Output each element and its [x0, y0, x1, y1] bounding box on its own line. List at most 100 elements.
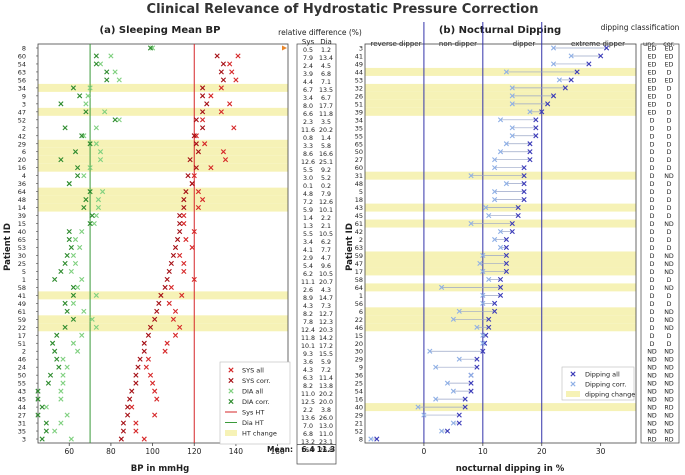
- patient-id-label: 6: [359, 308, 363, 316]
- rel-diff-sys: 7.2: [303, 199, 313, 206]
- rel-diff-dia: 20.3: [319, 327, 333, 334]
- sys-all-point: [181, 212, 187, 219]
- patient-id-label: 39: [18, 212, 26, 220]
- class-unc-label: D: [650, 117, 655, 124]
- rel-diff-sys: 3.3: [303, 143, 313, 150]
- rel-diff-sys: 1.3: [303, 223, 313, 230]
- patient-id-label: 17: [18, 332, 26, 340]
- class-cor-label: ND: [664, 317, 674, 324]
- sys-all-point: [208, 165, 214, 171]
- dipping-corr-point: [438, 284, 445, 290]
- sys-corr-point: [199, 93, 206, 99]
- dipping-corr-point: [450, 316, 456, 322]
- legend-marker: [228, 367, 234, 373]
- dipping-all-point: [521, 181, 527, 187]
- sys-corr-point: [124, 404, 131, 410]
- patient-id-label: 24: [18, 364, 26, 372]
- dipping-highlight-band: [365, 323, 636, 332]
- rel-diff-sys: 3.6: [303, 359, 313, 366]
- dipping-corr-point: [480, 340, 486, 346]
- x-tick-label: 80: [106, 447, 116, 456]
- class-unc-label: D: [650, 317, 655, 324]
- dipping-corr-point: [550, 45, 557, 51]
- sys-corr-point: [177, 220, 183, 227]
- sys-corr-point: [124, 412, 131, 418]
- dipping-all-point: [482, 340, 488, 346]
- sys-corr-point: [166, 268, 172, 275]
- class-cor-label: D: [667, 85, 672, 92]
- dia-all-point: [116, 117, 122, 123]
- dipping-corr-point: [492, 189, 498, 195]
- legend-label: DIA corr.: [242, 398, 270, 406]
- dipping-all-point: [603, 45, 610, 51]
- dipping-all-point: [550, 93, 557, 99]
- class-unc-label: ND: [647, 429, 657, 436]
- dipping-corr-point: [480, 252, 486, 259]
- class-unc-label: ND: [647, 381, 657, 388]
- dia-corr-point: [52, 276, 58, 282]
- sys-corr-point: [183, 189, 189, 195]
- sys-all-point: [195, 205, 202, 211]
- dia-all-point: [85, 93, 91, 99]
- sys-corr-point: [152, 316, 158, 322]
- sys-all-point: [229, 69, 235, 75]
- rel-diff-dia: 6.8: [321, 71, 331, 78]
- panel-a-xlabel: BP in mmHg: [131, 464, 190, 474]
- class-cor-label: ND: [664, 365, 674, 372]
- patient-id-label: 1: [359, 292, 363, 300]
- patient-id-label: 60: [355, 164, 363, 172]
- dipping-corr-point: [509, 101, 515, 107]
- class-cor-label: ED: [665, 53, 674, 60]
- patient-id-label: 49: [18, 300, 26, 308]
- dipping-corr-point: [483, 205, 489, 211]
- x-tick-label: 30: [596, 447, 606, 456]
- dipping-corr-point: [492, 157, 498, 163]
- class-cor-label: D: [667, 189, 672, 196]
- dipping-all-point: [503, 252, 509, 259]
- patient-id-label: 56: [355, 300, 363, 308]
- patient-id-label: 8: [359, 436, 363, 444]
- rel-diff-dia: 5.2: [321, 175, 331, 182]
- patient-id-label: 50: [18, 372, 26, 380]
- sys-corr-point: [129, 388, 135, 394]
- sys-corr-point: [127, 396, 133, 402]
- class-cor-label: ED: [665, 77, 674, 84]
- patient-id-label: 29: [355, 412, 363, 420]
- highlight-band: [38, 147, 288, 156]
- sys-corr-point: [147, 324, 154, 330]
- sys-corr-point: [195, 149, 202, 155]
- sys-corr-point: [133, 372, 139, 378]
- legend-marker: [570, 381, 576, 387]
- sys-all-point: [172, 332, 179, 338]
- sys-all-point: [227, 101, 233, 107]
- sys-corr-point: [177, 212, 183, 219]
- patient-id-label: 61: [18, 308, 26, 316]
- patient-id-label: 55: [18, 380, 26, 388]
- sys-all-point: [189, 244, 195, 251]
- patient-id-label: 20: [355, 340, 363, 348]
- sys-corr-point: [199, 125, 206, 131]
- patient-id-label: 18: [355, 196, 363, 204]
- sys-corr-point: [141, 340, 147, 346]
- dia-corr-point: [74, 165, 81, 171]
- class-unc-label: D: [650, 325, 655, 332]
- class-cor-label: ND: [664, 349, 674, 356]
- patient-id-label: 64: [355, 284, 363, 292]
- dia-corr-point: [70, 284, 77, 290]
- dipping-all-point: [503, 236, 509, 243]
- sys-all-point: [231, 125, 237, 131]
- dipping-corr-point: [503, 141, 509, 147]
- class-unc-label: D: [650, 181, 655, 188]
- dipping-corr-point: [492, 165, 498, 171]
- patient-id-label: 3: [22, 100, 26, 108]
- class-unc-label: D: [650, 253, 655, 260]
- panel-a-mean-sys: 6.4: [301, 445, 314, 454]
- patient-id-label: 29: [18, 140, 26, 148]
- dipping-corr-point: [509, 93, 515, 99]
- rel-diff-dia: 20.2: [319, 391, 333, 398]
- dipping-corr-point: [509, 125, 515, 131]
- class-unc-label: ED: [648, 85, 657, 92]
- patient-id-label: 36: [18, 180, 26, 188]
- dia-all-point: [87, 165, 93, 171]
